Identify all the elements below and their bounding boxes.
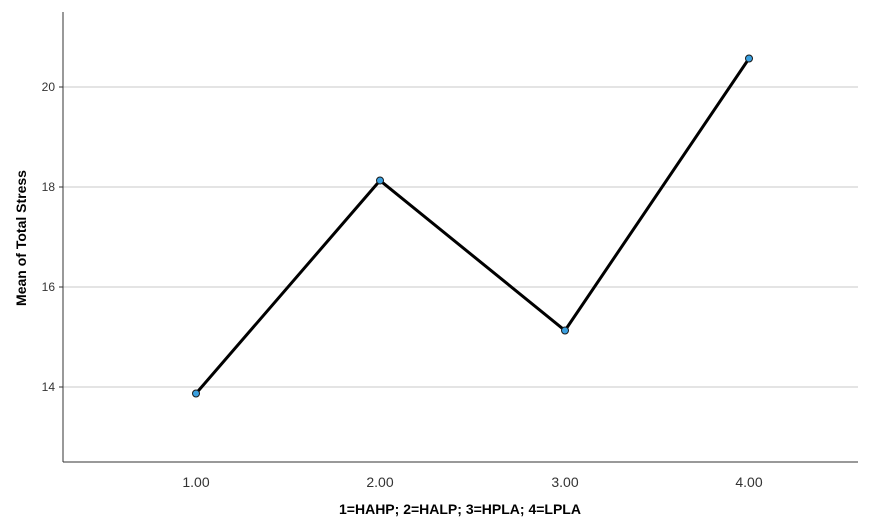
gridlines — [63, 86, 858, 388]
y-tick-labels: 14 16 18 20 — [42, 80, 63, 394]
y-tick-label: 16 — [42, 280, 56, 294]
data-points — [192, 54, 753, 398]
y-tick-label: 14 — [42, 380, 56, 394]
x-axis-title: 1=HAHP; 2=HALP; 3=HPLA; 4=LPLA — [339, 501, 581, 517]
data-point — [192, 389, 200, 398]
data-point — [745, 54, 753, 63]
data-point — [561, 326, 569, 335]
data-point — [376, 176, 384, 185]
y-tick-label: 18 — [42, 180, 56, 194]
y-tick-label: 20 — [42, 80, 56, 94]
x-tick-labels: 1.00 2.00 3.00 4.00 — [182, 474, 762, 490]
x-tick-label: 3.00 — [551, 474, 578, 490]
x-tick-label: 4.00 — [735, 474, 762, 490]
x-tick-label: 1.00 — [182, 474, 209, 490]
series-line — [194, 57, 751, 395]
y-axis-title: Mean of Total Stress — [13, 170, 29, 306]
x-tick-label: 2.00 — [366, 474, 393, 490]
